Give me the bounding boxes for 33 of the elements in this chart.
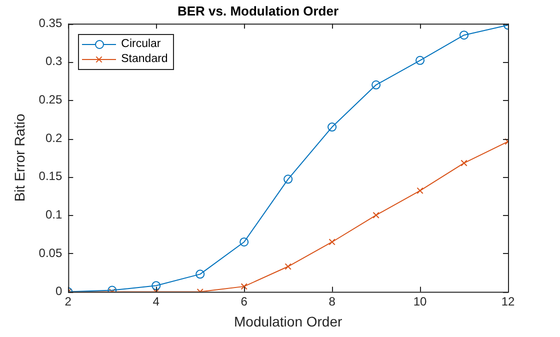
point bbox=[284, 174, 293, 184]
point bbox=[284, 263, 292, 270]
point bbox=[372, 212, 380, 218]
point bbox=[372, 80, 381, 90]
y-tick-label: 0.25 bbox=[38, 92, 62, 107]
y-tick-label: 0.2 bbox=[45, 130, 62, 145]
x-tick-label: 4 bbox=[152, 294, 160, 308]
x-axis-title: Modulation Order bbox=[234, 313, 342, 330]
y-tick-label: 0.1 bbox=[45, 207, 62, 222]
x-tick-label: 10 bbox=[413, 294, 428, 308]
point bbox=[416, 187, 424, 194]
legend-label: Circular bbox=[121, 36, 161, 52]
point bbox=[416, 56, 425, 65]
chart-title: BER vs. Modulation Order bbox=[177, 3, 339, 18]
y-axis-title: Bit Error Ratio bbox=[11, 114, 28, 202]
point bbox=[152, 281, 161, 290]
y-tick-label: 0.35 bbox=[38, 16, 62, 30]
point bbox=[240, 237, 249, 246]
legend-label: Standard bbox=[121, 52, 168, 67]
point bbox=[460, 30, 469, 40]
point bbox=[240, 283, 248, 290]
x-tick-label: 6 bbox=[240, 294, 248, 308]
y-tick-label: 0.15 bbox=[38, 169, 62, 184]
point bbox=[328, 122, 337, 132]
point bbox=[460, 160, 468, 166]
point bbox=[196, 270, 205, 279]
y-tick-label: 0.05 bbox=[38, 246, 62, 260]
x-tick-label: 2 bbox=[64, 294, 72, 308]
point bbox=[328, 238, 336, 246]
y-tick-label: 0.3 bbox=[45, 54, 62, 68]
x-tick-label: 12 bbox=[501, 294, 515, 308]
y-tick-label: 0 bbox=[55, 284, 62, 298]
x-tick-label: 8 bbox=[328, 294, 336, 308]
